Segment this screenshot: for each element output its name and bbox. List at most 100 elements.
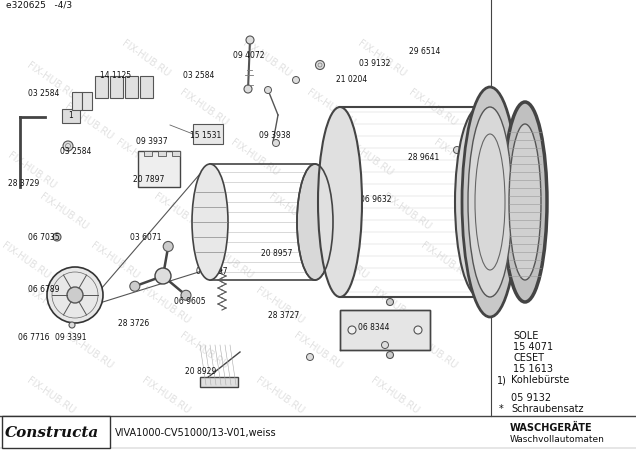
Circle shape: [315, 60, 324, 69]
Circle shape: [293, 76, 300, 84]
Text: FIX-HUB.RU: FIX-HUB.RU: [266, 191, 319, 232]
Ellipse shape: [509, 124, 541, 280]
Text: FIX-HUB.RU: FIX-HUB.RU: [6, 151, 58, 191]
Text: FIX-HUB.RU: FIX-HUB.RU: [63, 331, 115, 371]
Ellipse shape: [468, 107, 512, 297]
Text: 06 7297: 06 7297: [196, 267, 228, 276]
Text: FIX-HUB.RU: FIX-HUB.RU: [139, 286, 191, 326]
Text: FIX-HUB.RU: FIX-HUB.RU: [63, 101, 115, 142]
Text: FIX-HUB.RU: FIX-HUB.RU: [381, 191, 433, 232]
Text: FIX-HUB.RU: FIX-HUB.RU: [368, 286, 420, 326]
Text: 20 7897: 20 7897: [133, 176, 164, 184]
Text: FIX-HUB.RU: FIX-HUB.RU: [406, 88, 459, 128]
Bar: [193, 124, 223, 144]
Ellipse shape: [318, 107, 362, 297]
Bar: [72, 92, 82, 110]
Circle shape: [382, 342, 389, 348]
Text: 09 3937: 09 3937: [136, 138, 168, 147]
Text: 06 6789: 06 6789: [28, 284, 60, 293]
Text: FIX-HUB.RU: FIX-HUB.RU: [419, 241, 471, 281]
Circle shape: [244, 85, 252, 93]
Text: 09 4072: 09 4072: [233, 50, 265, 59]
Text: 14 1125: 14 1125: [100, 72, 131, 81]
Text: SOLE: SOLE: [513, 331, 539, 342]
Bar: [110, 76, 123, 98]
Bar: [172, 151, 180, 156]
Text: 15 4071: 15 4071: [513, 342, 553, 352]
Text: 06 9632: 06 9632: [360, 195, 392, 204]
Text: 03 9132: 03 9132: [359, 59, 391, 68]
Ellipse shape: [503, 102, 547, 302]
Circle shape: [181, 290, 191, 300]
Text: FIX-HUB.RU: FIX-HUB.RU: [114, 137, 166, 178]
Text: FIX-HUB.RU: FIX-HUB.RU: [25, 61, 77, 101]
Text: 06 7716: 06 7716: [18, 333, 50, 342]
Text: FIX-HUB.RU: FIX-HUB.RU: [88, 241, 141, 281]
Text: 09 3391: 09 3391: [55, 333, 86, 342]
Text: Constructa: Constructa: [5, 426, 99, 440]
Bar: [158, 151, 166, 156]
Bar: [125, 76, 138, 98]
Text: 28 9641: 28 9641: [408, 153, 439, 162]
Text: 03 2584: 03 2584: [28, 90, 59, 99]
Text: 29 6514: 29 6514: [409, 48, 440, 57]
Text: 28 3726: 28 3726: [118, 320, 149, 328]
Ellipse shape: [462, 87, 518, 317]
Circle shape: [67, 287, 83, 303]
Text: 1: 1: [68, 111, 73, 120]
Bar: [200, 377, 238, 387]
Circle shape: [130, 281, 140, 291]
Text: FIX-HUB.RU: FIX-HUB.RU: [228, 137, 280, 178]
Text: FIX-HUB.RU: FIX-HUB.RU: [368, 376, 420, 416]
Text: 15 1613: 15 1613: [513, 364, 553, 374]
Text: 21 0204: 21 0204: [336, 75, 367, 84]
Circle shape: [272, 140, 279, 147]
Text: Waschvollautomaten: Waschvollautomaten: [510, 435, 605, 444]
Text: FIX-HUB.RU: FIX-HUB.RU: [177, 331, 230, 371]
Text: FIX-HUB.RU: FIX-HUB.RU: [25, 286, 77, 326]
Text: 15 1531: 15 1531: [190, 130, 221, 140]
Text: FIX-HUB.RU: FIX-HUB.RU: [254, 376, 306, 416]
Text: CESET: CESET: [513, 353, 544, 364]
Ellipse shape: [455, 107, 505, 297]
Circle shape: [155, 268, 171, 284]
Circle shape: [69, 322, 75, 328]
Circle shape: [348, 326, 356, 334]
Bar: [62, 109, 80, 123]
Text: FIX-HUB.RU: FIX-HUB.RU: [120, 38, 172, 79]
Text: Schraubensatz: Schraubensatz: [511, 404, 583, 414]
Text: 06 8344: 06 8344: [358, 324, 389, 333]
Bar: [140, 76, 153, 98]
Text: VIVA1000-CV51000/13-V01,weiss: VIVA1000-CV51000/13-V01,weiss: [115, 428, 277, 438]
Text: FIX-HUB.RU: FIX-HUB.RU: [305, 88, 357, 128]
Text: 1): 1): [497, 375, 507, 385]
Ellipse shape: [192, 164, 228, 280]
Text: FIX-HUB.RU: FIX-HUB.RU: [203, 241, 255, 281]
Circle shape: [53, 233, 61, 241]
Circle shape: [414, 326, 422, 334]
Ellipse shape: [297, 164, 333, 280]
Text: FIX-HUB.RU: FIX-HUB.RU: [241, 38, 293, 79]
Text: 03 2584: 03 2584: [60, 148, 92, 157]
Circle shape: [163, 242, 173, 252]
Text: FIX-HUB.RU: FIX-HUB.RU: [139, 376, 191, 416]
Text: 06 7035: 06 7035: [28, 233, 60, 242]
Text: 03 2584: 03 2584: [183, 72, 214, 81]
Text: FIX-HUB.RU: FIX-HUB.RU: [406, 331, 459, 371]
Text: FIX-HUB.RU: FIX-HUB.RU: [356, 38, 408, 79]
Text: *: *: [499, 404, 504, 414]
Bar: [144, 151, 152, 156]
Text: 20 8929: 20 8929: [185, 368, 216, 377]
Text: 20 8957: 20 8957: [261, 249, 293, 258]
Text: FIX-HUB.RU: FIX-HUB.RU: [317, 241, 370, 281]
Text: 05 9132: 05 9132: [511, 393, 551, 403]
Bar: [82, 92, 92, 110]
Bar: [2, 416, 110, 448]
Circle shape: [453, 147, 460, 153]
Circle shape: [63, 141, 73, 151]
Circle shape: [246, 36, 254, 44]
Circle shape: [387, 298, 394, 306]
Text: Kohlebürste: Kohlebürste: [511, 375, 569, 385]
Bar: [95, 76, 108, 98]
Circle shape: [387, 351, 394, 359]
